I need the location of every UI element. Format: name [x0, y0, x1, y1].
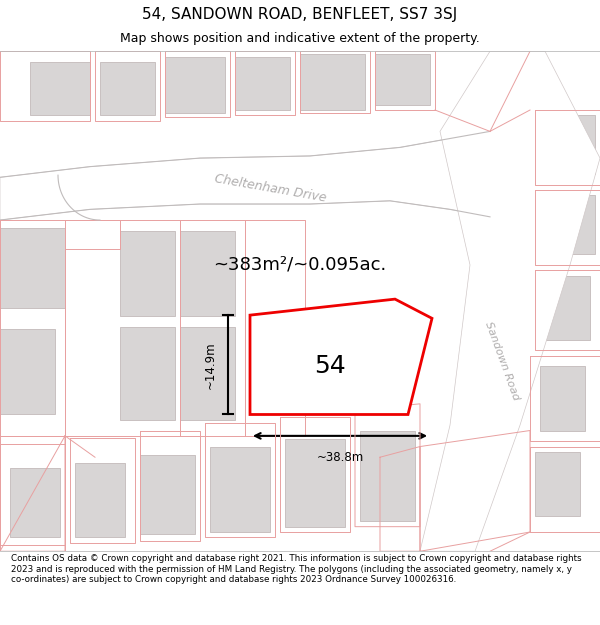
Polygon shape [550, 196, 595, 254]
Polygon shape [120, 231, 175, 316]
Polygon shape [535, 452, 580, 516]
Text: Sandown Road: Sandown Road [483, 321, 521, 402]
Polygon shape [0, 131, 490, 220]
Polygon shape [30, 62, 90, 116]
Polygon shape [540, 366, 585, 431]
Text: 54, SANDOWN ROAD, BENFLEET, SS7 3SJ: 54, SANDOWN ROAD, BENFLEET, SS7 3SJ [142, 7, 458, 22]
Polygon shape [180, 327, 235, 420]
Text: ~383m²/~0.095ac.: ~383m²/~0.095ac. [214, 256, 386, 274]
Text: Cheltenham Drive: Cheltenham Drive [213, 172, 327, 204]
Text: ~14.9m: ~14.9m [203, 341, 217, 389]
Polygon shape [120, 327, 175, 420]
Text: Map shows position and indicative extent of the property.: Map shows position and indicative extent… [120, 32, 480, 46]
Text: 54: 54 [314, 354, 346, 378]
Polygon shape [0, 329, 55, 414]
Polygon shape [235, 57, 290, 110]
Polygon shape [300, 54, 365, 110]
Polygon shape [100, 62, 155, 116]
Polygon shape [545, 276, 590, 340]
Polygon shape [165, 57, 225, 113]
Polygon shape [360, 431, 415, 521]
Text: Contains OS data © Crown copyright and database right 2021. This information is : Contains OS data © Crown copyright and d… [11, 554, 581, 584]
Text: ~38.8m: ~38.8m [316, 451, 364, 464]
Polygon shape [285, 439, 345, 527]
Polygon shape [250, 299, 432, 414]
Polygon shape [140, 455, 195, 534]
Polygon shape [545, 116, 595, 174]
Polygon shape [180, 231, 235, 316]
Polygon shape [375, 54, 430, 104]
Polygon shape [10, 468, 60, 538]
Polygon shape [75, 462, 125, 538]
Polygon shape [210, 446, 270, 532]
Polygon shape [420, 51, 600, 551]
Polygon shape [0, 228, 65, 308]
